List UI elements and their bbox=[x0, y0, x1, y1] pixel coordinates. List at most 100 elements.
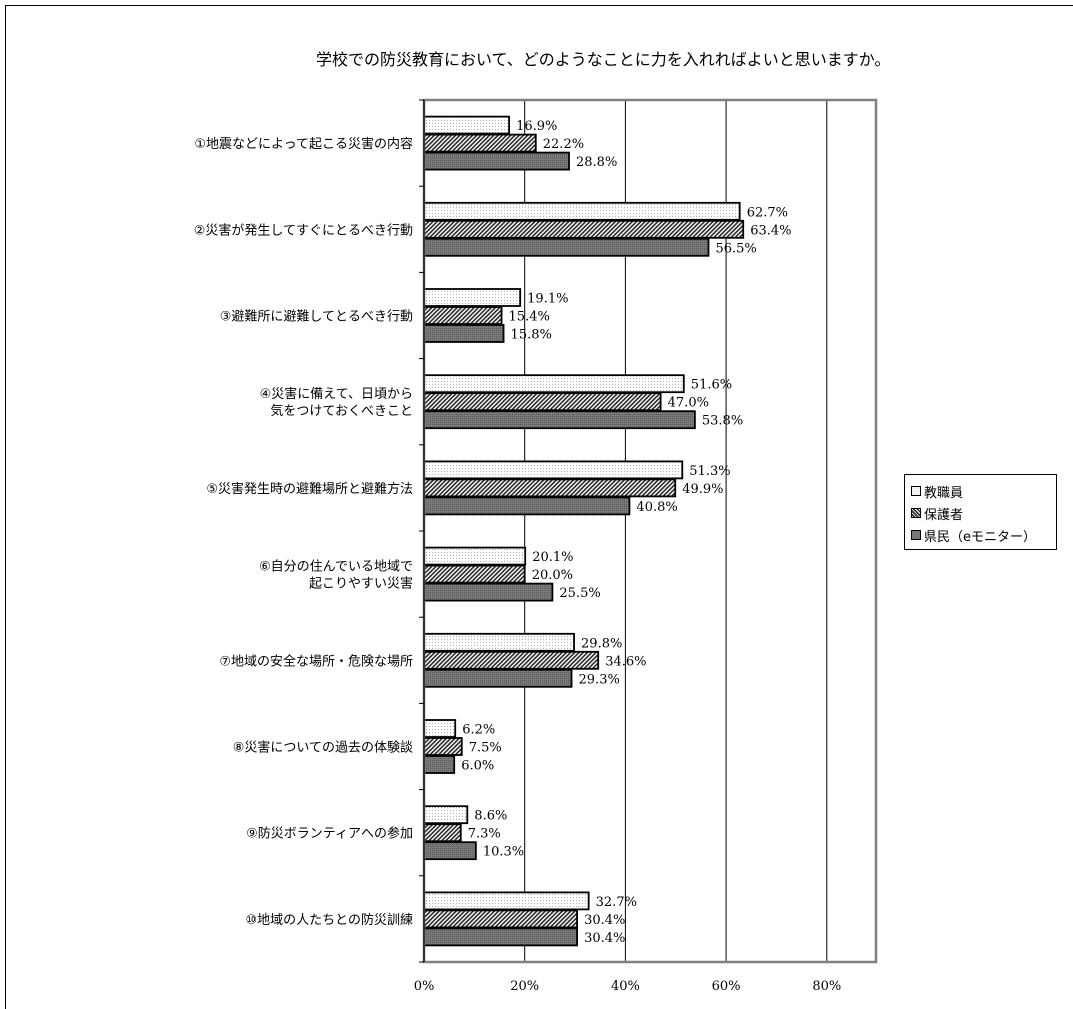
value-label-residents-8: 6.0% bbox=[461, 759, 494, 774]
value-label-staff-8: 6.2% bbox=[462, 723, 495, 738]
value-label-staff-7: 29.8% bbox=[581, 636, 622, 651]
bar-residents-1 bbox=[423, 151, 570, 171]
category-label-line: ③避難所に避難してとるべき行動 bbox=[220, 310, 413, 325]
value-label-guardians-8: 7.5% bbox=[469, 741, 502, 756]
bar-guardians-10 bbox=[423, 909, 578, 929]
bar-residents-8 bbox=[423, 755, 456, 774]
value-label-guardians-10: 30.4% bbox=[584, 913, 625, 928]
bar-guardians-1 bbox=[423, 133, 537, 153]
value-label-guardians-5: 49.9% bbox=[682, 482, 723, 497]
legend: 教職員 保護者 県民（eモニター） bbox=[904, 474, 1057, 550]
value-label-residents-6: 25.5% bbox=[559, 586, 600, 601]
value-label-guardians-7: 34.6% bbox=[605, 654, 646, 669]
category-label-9: ⑨防災ボランティアへの参加 bbox=[246, 826, 413, 842]
bar-residents-2 bbox=[423, 237, 710, 257]
value-label-staff-6: 20.1% bbox=[532, 550, 573, 565]
x-tick-label-0: 0% bbox=[414, 979, 435, 994]
bar-residents-9 bbox=[423, 841, 477, 861]
value-label-residents-2: 56.5% bbox=[715, 241, 756, 256]
value-label-residents-5: 40.8% bbox=[636, 500, 677, 515]
legend-label-staff: 教職員 bbox=[924, 485, 964, 501]
bar-guardians-6 bbox=[423, 564, 526, 584]
legend-swatch-staff bbox=[911, 486, 921, 496]
category-label-10: ⑩地域の人たちとの防災訓練 bbox=[245, 912, 413, 928]
bar-residents-10 bbox=[423, 927, 578, 947]
legend-label-residents: 県民（eモニター） bbox=[924, 529, 1036, 545]
bar-guardians-5 bbox=[423, 478, 677, 498]
bar-guardians-3 bbox=[423, 306, 503, 325]
value-label-residents-3: 15.8% bbox=[511, 328, 552, 343]
category-label-line: ⑩地域の人たちとの防災訓練 bbox=[245, 912, 413, 928]
value-label-residents-7: 29.3% bbox=[579, 672, 620, 687]
category-label-line: ⑧災害についての過去の体験談 bbox=[233, 740, 413, 756]
bar-staff-2 bbox=[423, 201, 741, 221]
value-label-residents-1: 28.8% bbox=[576, 155, 617, 170]
category-label-line: ②災害が発生してすぐにとるべき行動 bbox=[194, 222, 413, 238]
bar-guardians-9 bbox=[423, 823, 462, 843]
category-label-line: ⑥自分の住んでいる地域で bbox=[259, 560, 413, 575]
value-label-residents-10: 30.4% bbox=[584, 931, 625, 946]
category-label-line: ⑦地域の安全な場所・危険な場所 bbox=[219, 653, 413, 669]
value-label-residents-4: 53.8% bbox=[702, 414, 743, 429]
bar-guardians-2 bbox=[423, 219, 745, 239]
x-tick-label-40: 40% bbox=[611, 979, 640, 994]
bar-staff-5 bbox=[423, 460, 684, 480]
bar-guardians-7 bbox=[423, 650, 600, 670]
category-label-7: ⑦地域の安全な場所・危険な場所 bbox=[219, 653, 413, 669]
value-label-staff-3: 19.1% bbox=[527, 292, 568, 307]
value-label-staff-10: 32.7% bbox=[596, 895, 637, 910]
category-label-2: ②災害が発生してすぐにとるべき行動 bbox=[194, 222, 413, 238]
value-label-guardians-4: 47.0% bbox=[668, 396, 709, 411]
legend-swatch-residents bbox=[911, 530, 921, 540]
bar-staff-1 bbox=[423, 115, 510, 135]
value-label-staff-9: 8.6% bbox=[474, 809, 507, 824]
chart-title: 学校での防災教育において、どのようなことに力を入れればよいと思いますか。 bbox=[316, 50, 891, 69]
value-label-residents-9: 10.3% bbox=[483, 845, 524, 860]
bar-guardians-4 bbox=[423, 392, 662, 412]
bar-residents-4 bbox=[423, 410, 696, 430]
bar-staff-8 bbox=[423, 719, 457, 738]
legend-item-guardians: 保護者 bbox=[911, 502, 1056, 524]
legend-swatch-guardians bbox=[911, 508, 921, 518]
category-label-4: ④災害に備えて、日頃から気をつけておくべきこと bbox=[260, 386, 413, 419]
bar-staff-4 bbox=[423, 374, 685, 394]
legend-label-guardians: 保護者 bbox=[924, 507, 964, 523]
category-label-line: ①地震などによって起こる災害の内容 bbox=[194, 136, 413, 152]
value-label-staff-5: 51.3% bbox=[689, 464, 730, 479]
category-label-6: ⑥自分の住んでいる地域で起こりやすい災害 bbox=[259, 560, 413, 592]
value-label-guardians-2: 63.4% bbox=[750, 223, 791, 238]
legend-item-staff: 教職員 bbox=[911, 480, 1056, 502]
value-label-staff-1: 16.9% bbox=[516, 119, 557, 134]
value-label-staff-2: 62.7% bbox=[747, 205, 788, 220]
x-tick-label-80: 80% bbox=[812, 979, 841, 994]
bar-staff-6 bbox=[423, 546, 527, 566]
category-label-line: 気をつけておくべきこと bbox=[270, 403, 413, 419]
bar-staff-3 bbox=[423, 288, 522, 307]
bar-staff-10 bbox=[423, 891, 590, 911]
x-tick-label-60: 60% bbox=[712, 979, 741, 994]
category-label-8: ⑧災害についての過去の体験談 bbox=[233, 740, 413, 756]
value-label-guardians-1: 22.2% bbox=[543, 137, 584, 152]
value-label-guardians-9: 7.3% bbox=[468, 827, 501, 842]
bar-residents-5 bbox=[423, 496, 631, 516]
legend-item-residents: 県民（eモニター） bbox=[911, 524, 1056, 546]
category-label-5: ⑤災害発生時の避難場所と避難方法 bbox=[206, 481, 413, 497]
value-label-staff-4: 51.6% bbox=[691, 378, 732, 393]
bar-staff-7 bbox=[423, 632, 575, 652]
x-tick-label-20: 20% bbox=[510, 979, 539, 994]
category-label-line: ⑨防災ボランティアへの参加 bbox=[246, 826, 413, 842]
value-label-guardians-6: 20.0% bbox=[532, 568, 573, 583]
bar-guardians-8 bbox=[423, 737, 463, 756]
bar-residents-3 bbox=[423, 324, 505, 343]
category-label-line: ④災害に備えて、日頃から bbox=[260, 386, 413, 402]
category-label-3: ③避難所に避難してとるべき行動 bbox=[220, 310, 413, 325]
category-label-line: ⑤災害発生時の避難場所と避難方法 bbox=[206, 481, 413, 497]
category-label-1: ①地震などによって起こる災害の内容 bbox=[194, 136, 413, 152]
category-label-line: 起こりやすい災害 bbox=[309, 576, 413, 592]
chart-frame bbox=[5, 5, 1073, 1009]
bar-residents-7 bbox=[423, 668, 573, 688]
value-label-guardians-3: 15.4% bbox=[509, 310, 550, 325]
bar-residents-6 bbox=[423, 582, 554, 602]
bar-staff-9 bbox=[423, 805, 469, 825]
